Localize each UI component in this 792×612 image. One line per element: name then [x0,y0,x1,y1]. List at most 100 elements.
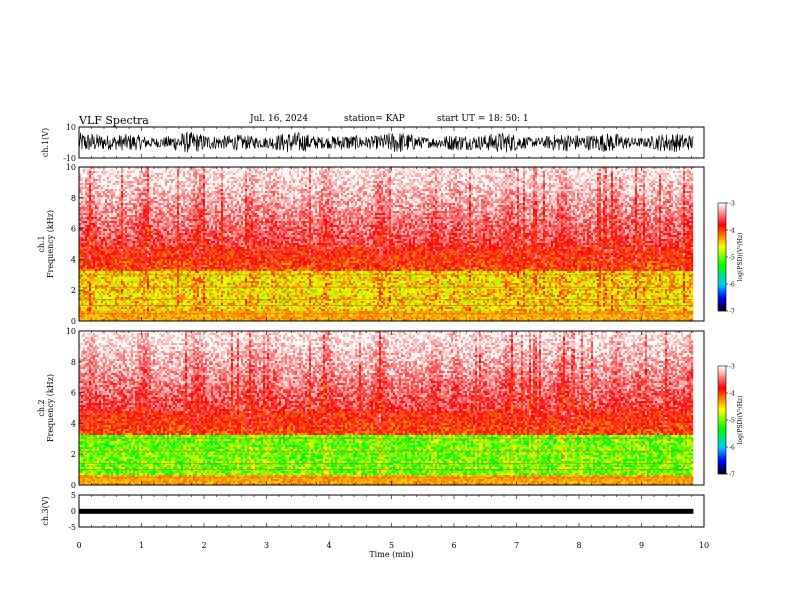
spectrogram-cell [81,207,83,209]
spectrogram-cell [125,303,127,305]
spectrogram-cell [127,175,129,177]
spectrogram-cell [127,245,129,247]
spectrogram-cell [93,311,95,313]
spectrogram-cell [125,237,127,239]
spectrogram-cell [91,191,93,193]
spectrogram-cell [87,239,89,241]
spectrogram-cell [127,275,129,277]
spectrogram-cell [119,283,121,285]
spectrogram-cell [125,263,127,265]
spectrogram-cell [123,255,125,257]
spectrogram-cell [131,203,133,205]
spectrogram-cell [127,271,129,273]
spectrogram-cell [85,187,87,189]
spectrogram-cell [131,277,133,279]
spectrogram-cell [133,249,135,251]
spectrogram-cell [133,277,135,279]
spectrogram-cell [85,215,87,217]
spectrogram-cell [113,195,115,197]
spectrogram-cell [81,229,83,231]
spectrogram-cell [105,271,107,273]
spectrogram-cell [99,185,101,187]
spectrogram-cell [101,281,103,283]
spectrogram-cell [105,245,107,247]
spectrogram-cell [113,221,115,223]
spectrogram-cell [103,247,105,249]
spectrogram-cell [111,223,113,225]
spectrogram-cell [95,213,97,215]
spectrogram-cell [99,229,101,231]
spectrogram-cell [87,309,89,311]
spectrogram-cell [91,217,93,219]
spectrogram-cell [111,207,113,209]
spectrogram-cell [109,283,111,285]
spectrogram-cell [127,265,129,267]
spectrogram-cell [101,183,103,185]
spectrogram-cell [113,171,115,173]
spectrogram-cell [115,283,117,285]
spectrogram-cell [129,251,131,253]
spectrogram-cell [111,241,113,243]
spectrogram-cell [127,309,129,311]
spectrogram-cell [115,223,117,225]
spectrogram-cell [109,317,111,319]
spectrogram-cell [131,223,133,225]
spectrogram-cell [97,175,99,177]
spectrogram-cell [89,223,91,225]
spectrogram-cell [115,271,117,273]
spectrogram-cell [131,197,133,199]
spectrogram-cell [133,173,135,175]
spectrogram-cell [81,179,83,181]
spectrogram-cell [81,269,83,271]
spectrogram-cell [95,257,97,259]
spectrogram-cell [119,309,121,311]
spectrogram-cell [89,215,91,217]
spectrogram-cell [87,295,89,297]
spectrogram-cell [89,297,91,299]
spectrogram-cell [91,259,93,261]
spectrogram-cell [127,251,129,253]
spectrogram-cell [119,301,121,303]
spectrogram-cell [81,237,83,239]
spectrogram-cell [85,219,87,221]
spectrogram-cell [133,243,135,245]
spectrogram-cell [121,215,123,217]
spectrogram-cell [81,193,83,195]
spectrogram-cell [81,201,83,203]
spectrogram-cell [101,213,103,215]
spectrogram-cell [117,189,119,191]
spectrogram-cell [87,261,89,263]
spectrogram-cell [83,261,85,263]
spectrogram-cell [107,277,109,279]
spectrogram-cell [131,269,133,271]
spectrogram-cell [109,225,111,227]
spectrogram-cell [89,293,91,295]
spectrogram-cell [127,307,129,309]
spectrogram-cell [131,263,133,265]
spectrogram-cell [115,307,117,309]
spectrogram-cell [123,269,125,271]
spectrogram-cell [129,189,131,191]
spectrogram-cell [111,231,113,233]
spectrogram-cell [111,213,113,215]
spectrogram-cell [127,169,129,171]
spectrogram-cell [129,203,131,205]
spectrogram-cell [81,177,83,179]
spectrogram-cell [123,279,125,281]
spectrogram-cell [125,293,127,295]
spectrogram-cell [103,269,105,271]
spectrogram-cell [125,311,127,313]
spectrogram-cell [111,243,113,245]
spectrogram-cell [89,317,91,319]
spectrogram-cell [117,277,119,279]
spectrogram-cell [127,213,129,215]
spectrogram-cell [119,253,121,255]
spectrogram-cell [103,235,105,237]
spectrogram-cell [115,241,117,243]
spectrogram-cell [129,277,131,279]
spectrogram-cell [133,289,135,291]
spectrogram-cell [109,247,111,249]
spectrogram-cell [119,209,121,211]
spectrogram-cell [129,219,131,221]
spectrogram-cell [109,189,111,191]
